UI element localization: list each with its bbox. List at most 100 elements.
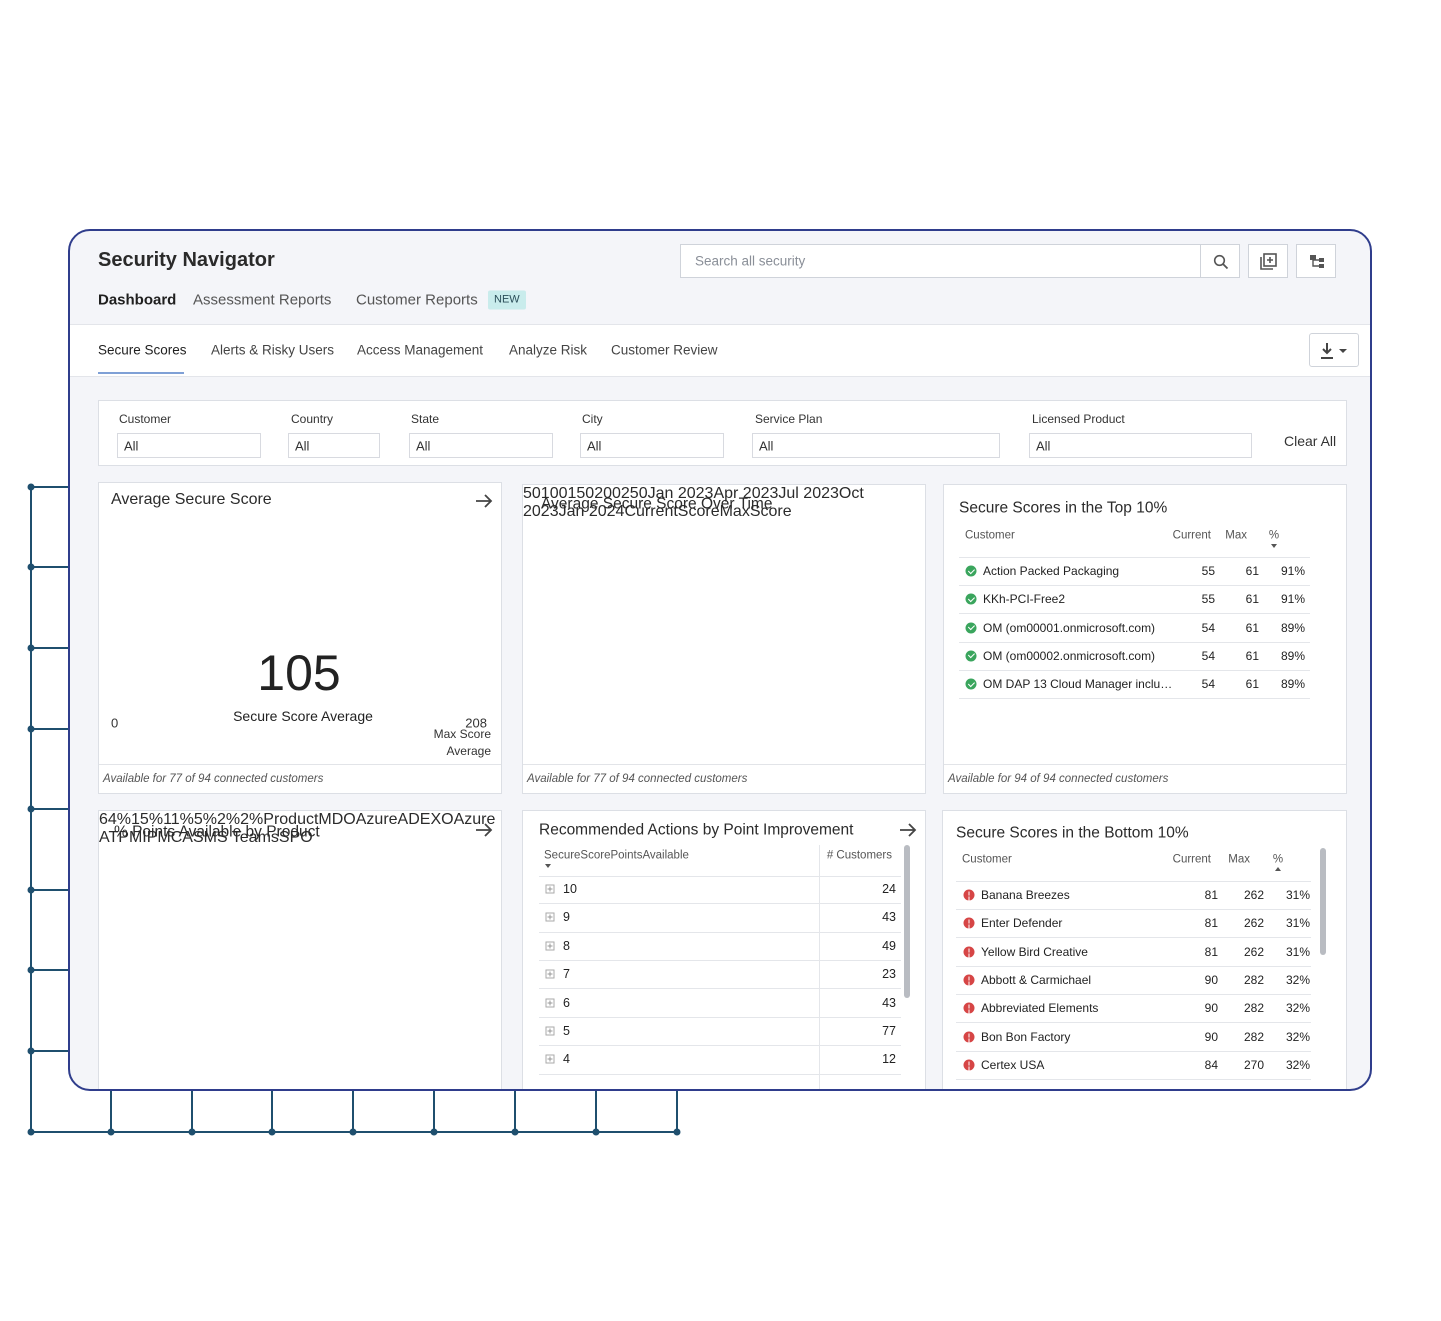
sort-indicator (1275, 867, 1281, 871)
data-label: 64% (99, 811, 132, 828)
column-header: Max (1228, 853, 1250, 866)
nav-item[interactable]: Customer Reports (356, 291, 478, 309)
header-rule (539, 876, 901, 877)
cell: Abbott & Carmichael (981, 972, 1092, 987)
row-rule (539, 1017, 901, 1018)
filter-dropdown[interactable]: All (580, 433, 724, 458)
row-rule (539, 1074, 901, 1075)
gauge-value-label: Secure Score Average (233, 708, 373, 724)
legend-label: MDO (318, 811, 356, 828)
cell: 7 (563, 966, 570, 981)
cell: 31% (1285, 944, 1310, 959)
scrollbar[interactable] (904, 845, 910, 998)
legend-title: Product (263, 811, 319, 828)
open-arrow[interactable] (475, 493, 493, 509)
nav-item[interactable]: Assessment Reports (193, 291, 332, 309)
filter-dropdown[interactable]: All (288, 433, 380, 458)
filter-value: All (759, 438, 774, 454)
cell: 54 (1201, 677, 1215, 692)
cell: 89% (1280, 620, 1305, 635)
cell: 9 (563, 910, 570, 925)
filter-dropdown[interactable]: All (752, 433, 1000, 458)
expand-icon[interactable] (545, 998, 555, 1008)
gauge-value-text: 105 (257, 645, 341, 701)
cell: 6 (563, 995, 570, 1010)
x-tick-label: Oct 2023 (523, 485, 864, 520)
row-rule (539, 988, 901, 989)
cell: 24 (882, 881, 896, 896)
column-header: SecureScorePointsAvailable (544, 849, 689, 862)
filter-label: State (411, 412, 440, 426)
scrollbar[interactable] (1320, 848, 1326, 955)
connector-dots (27, 483, 681, 1136)
legend-label: MaxScore (719, 503, 792, 520)
cell: 90 (1204, 1001, 1218, 1016)
filter-label: Customer (119, 412, 172, 426)
cell: OM (om00001.onmicrosoft.com) (983, 620, 1156, 635)
nav-item[interactable]: Dashboard (98, 291, 177, 309)
card-footer: Available for 77 of 94 connected custome… (523, 764, 925, 793)
legend-label: CurrentScore (624, 503, 720, 520)
column-header: Customer (962, 853, 1012, 866)
cell: 270 (1243, 1057, 1264, 1072)
status-icon (965, 593, 977, 605)
cell: 61 (1245, 677, 1259, 692)
actions-card: Recommended Actions by Point Improvement… (522, 810, 926, 1089)
add-button[interactable] (1248, 244, 1288, 278)
row-rule (959, 613, 1310, 614)
connector-lines (30, 486, 678, 1133)
cell: 32% (1285, 1057, 1310, 1072)
tab[interactable]: Alerts & Risky Users (211, 342, 335, 358)
expand-icon[interactable] (545, 884, 555, 894)
filter-dropdown[interactable]: All (409, 433, 553, 458)
expand-icon[interactable] (545, 1054, 555, 1064)
hierarchy-button[interactable] (1296, 244, 1336, 278)
tab[interactable]: Secure Scores (98, 342, 187, 358)
tab-bar: Secure Scores Alerts & Risky Users Access … (70, 324, 1370, 377)
filter-value: All (587, 438, 602, 454)
tab[interactable]: Analyze Risk (509, 342, 588, 358)
cell: 10 (563, 881, 577, 896)
filter-value: All (295, 438, 310, 454)
tab[interactable]: Customer Review (611, 342, 718, 358)
open-arrow[interactable] (899, 822, 917, 838)
expand-icon[interactable] (545, 941, 555, 951)
app-title: Security Navigator (98, 249, 275, 271)
filter-dropdown[interactable]: All (1029, 433, 1252, 458)
active-tab-underline (98, 372, 184, 374)
row-rule (956, 909, 1311, 910)
tab[interactable]: Access Management (357, 342, 484, 358)
download-button[interactable] (1309, 333, 1359, 367)
clear-all[interactable]: Clear All (1284, 433, 1337, 449)
cell: 12 (882, 1052, 896, 1067)
expand-icon[interactable] (545, 912, 555, 922)
cell: 8 (563, 938, 570, 953)
cell: 262 (1243, 916, 1264, 931)
cell: 282 (1243, 1001, 1264, 1016)
cell: 91% (1280, 564, 1305, 578)
open-arrow[interactable] (475, 822, 493, 838)
y-tick-label: 100 (540, 485, 568, 502)
column-header: Current (1172, 529, 1211, 542)
status-icon (963, 1031, 975, 1042)
sort-indicator (1271, 544, 1277, 548)
search-icon[interactable] (1213, 254, 1229, 270)
filter-dropdown[interactable]: All (117, 433, 261, 458)
card-footer: Available for 94 of 94 connected custome… (944, 764, 1346, 793)
expand-icon[interactable] (545, 969, 555, 979)
filter-value: All (124, 438, 139, 454)
card-title: Secure Scores in the Top 10% (959, 499, 1168, 517)
cell: Action Packed Packaging (983, 564, 1120, 578)
row-rule (956, 1022, 1311, 1023)
cell: 81 (1204, 944, 1218, 959)
column-header: Customer (965, 529, 1015, 542)
row-rule (959, 642, 1310, 643)
cell: 43 (882, 910, 896, 925)
search-placeholder: Search all security (695, 253, 806, 269)
sort-indicator (545, 864, 551, 868)
cell: 90 (1204, 972, 1218, 987)
expand-icon[interactable] (545, 1026, 555, 1036)
column-header: % (1268, 529, 1280, 542)
search-box[interactable]: Search all security (680, 244, 1240, 278)
area-chart: 50100150200250Jan 2023Apr 2023Jul 2023Oc… (523, 485, 925, 521)
